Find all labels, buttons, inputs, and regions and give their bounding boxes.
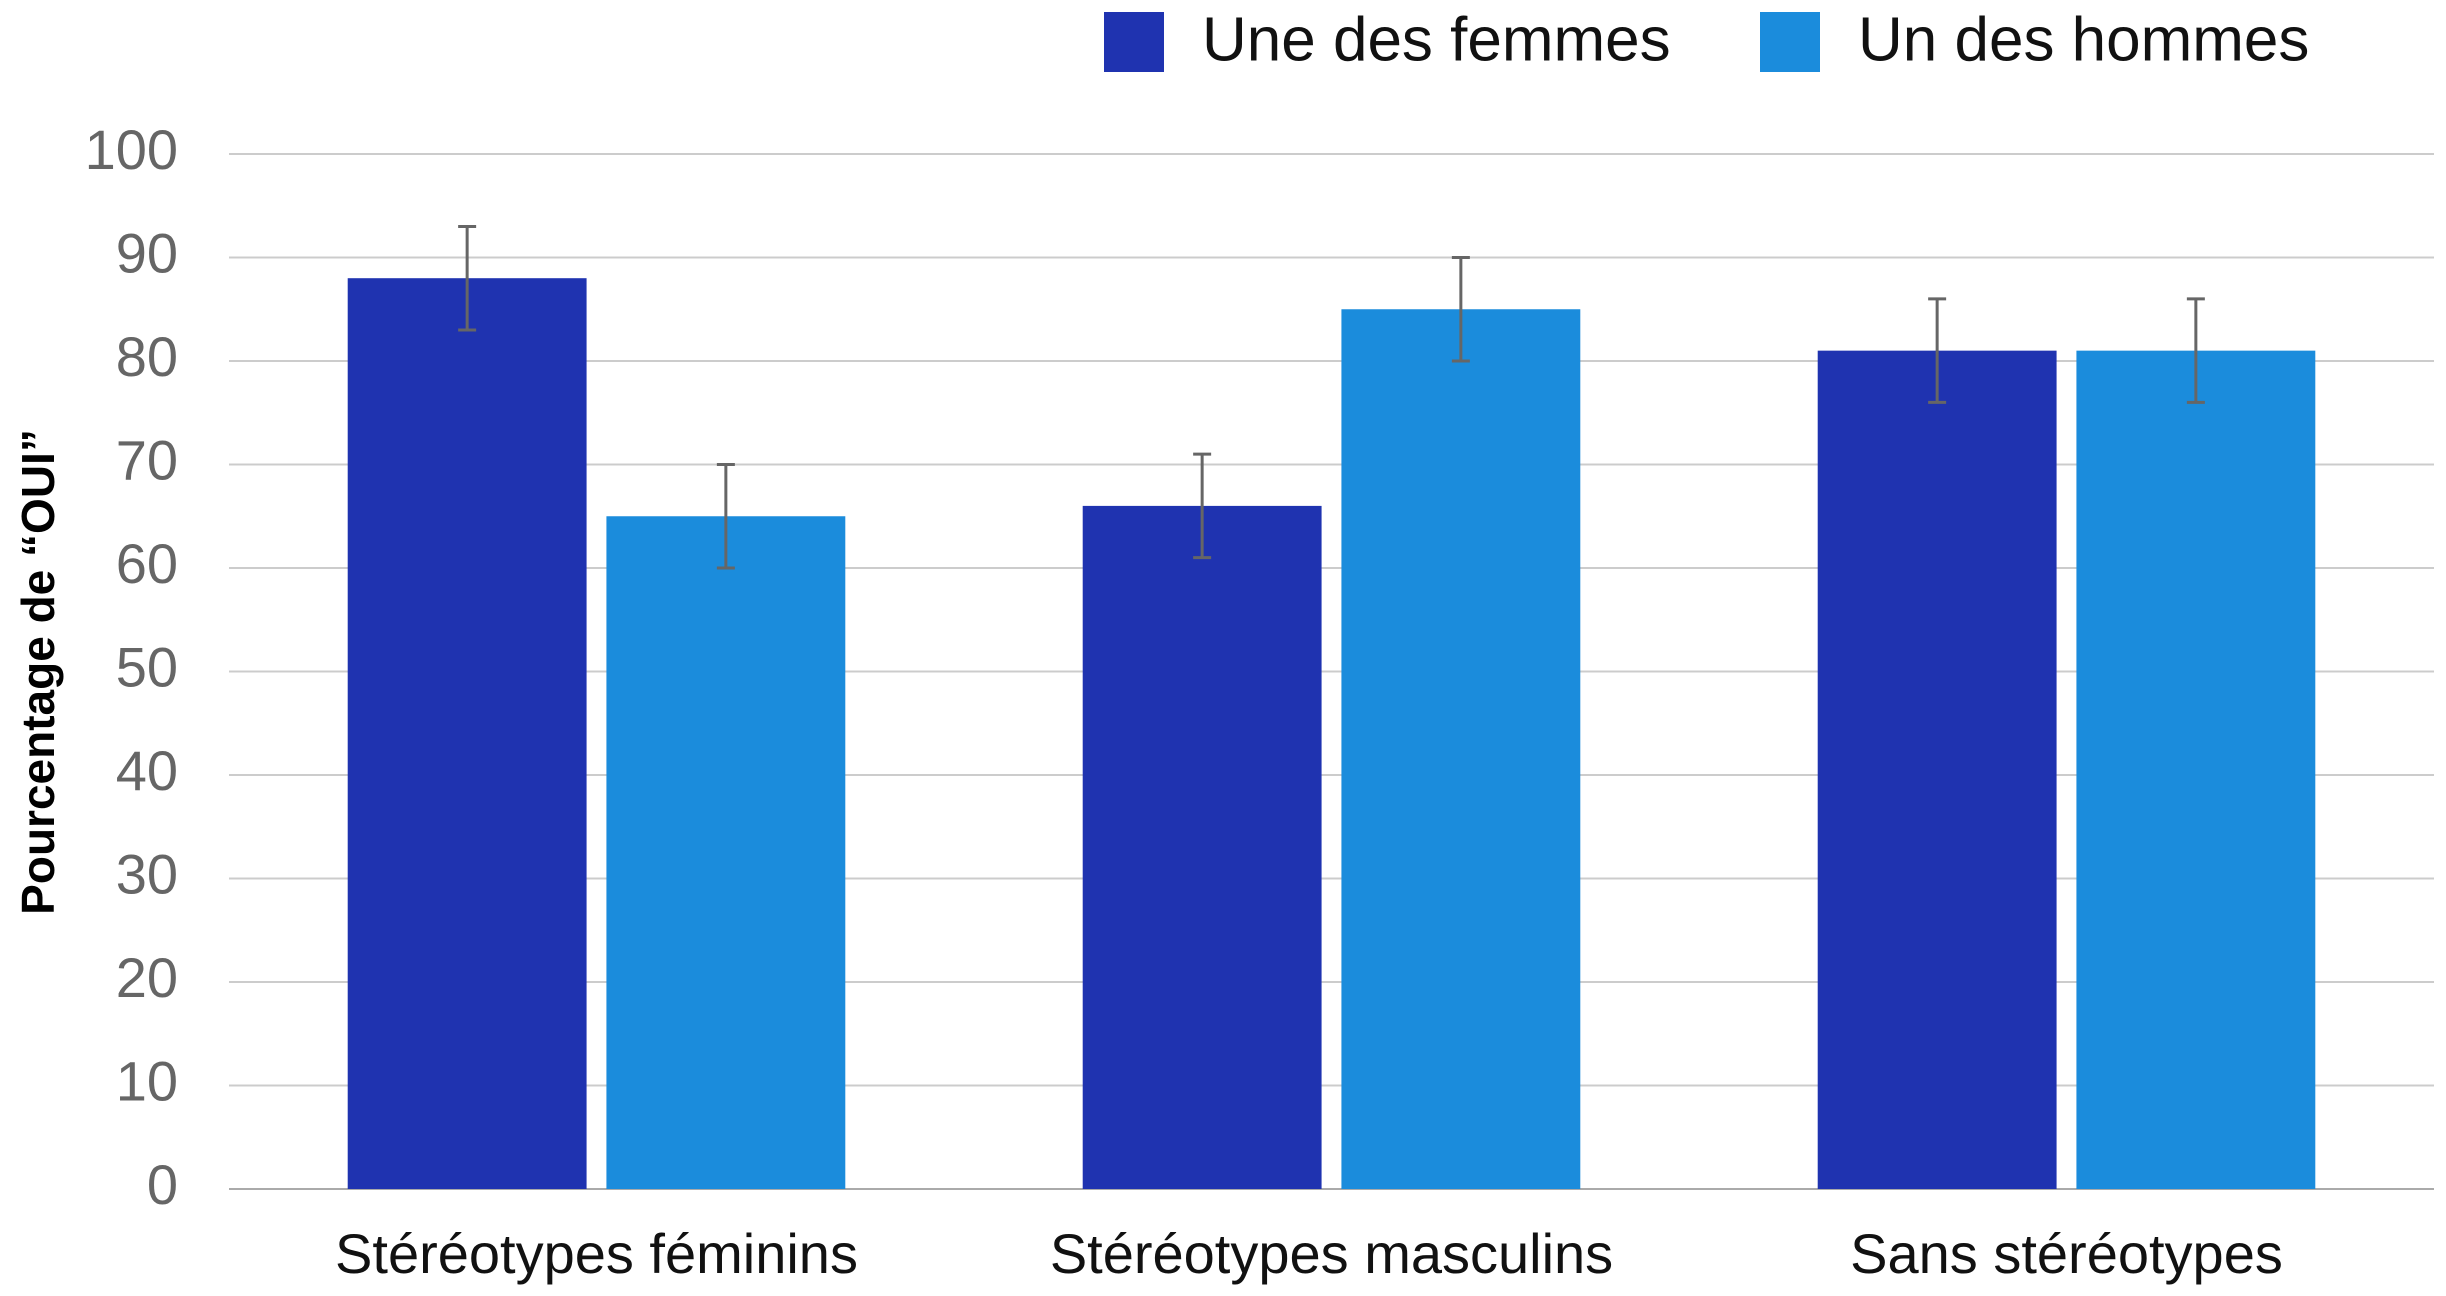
error-bar: [458, 224, 477, 332]
legend-swatch: [1760, 12, 1820, 72]
y-tick-label: 100: [85, 118, 178, 181]
y-tick-label: 50: [116, 635, 178, 698]
error-bar: [716, 463, 735, 570]
legend-swatch: [1104, 12, 1164, 72]
y-tick-label: 20: [116, 946, 178, 1009]
y-tick-label: 60: [116, 532, 178, 595]
y-tick-label: 0: [147, 1153, 178, 1216]
y-tick-label: 10: [116, 1049, 178, 1112]
y-tick-label: 80: [116, 325, 178, 388]
y-tick-label: 30: [116, 842, 178, 905]
y-tick-label: 40: [116, 739, 178, 802]
y-tick-label: 90: [116, 221, 178, 284]
error-bar: [1928, 297, 1947, 404]
bar: [2076, 350, 2316, 1189]
error-bar: [2186, 297, 2205, 404]
bar: [1341, 309, 1581, 1189]
error-bar: [1451, 256, 1470, 363]
x-tick-label: Sans stéréotypes: [1850, 1222, 2283, 1285]
error-bar: [1193, 452, 1212, 560]
y-axis-label: Pourcentage de “OUI”: [12, 429, 64, 915]
legend-label: Un des hommes: [1858, 5, 2309, 74]
bar: [347, 278, 587, 1189]
bar: [1817, 350, 2057, 1189]
bar: [1082, 505, 1322, 1189]
bar: [606, 516, 846, 1189]
y-tick-label: 70: [116, 428, 178, 491]
x-tick-label: Stéréotypes féminins: [335, 1222, 858, 1285]
legend-label: Une des femmes: [1202, 5, 1671, 74]
x-tick-label: Stéréotypes masculins: [1050, 1222, 1613, 1285]
